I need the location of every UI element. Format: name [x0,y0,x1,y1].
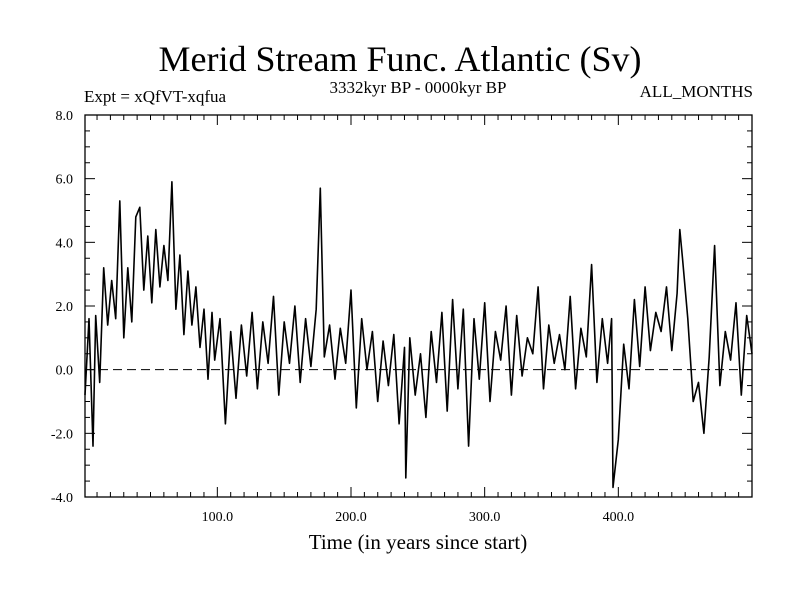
x-tick-label: 100.0 [202,510,234,525]
chart-title: Merid Stream Func. Atlantic (Sv) [158,39,642,79]
y-tick-label: 4.0 [56,236,74,251]
y-tick-label: 6.0 [56,173,74,188]
x-tick-label: 200.0 [335,510,367,525]
x-axis-label: Time (in years since start) [308,530,528,554]
series-line-0 [84,181,753,489]
x-tick-label: 300.0 [469,510,501,525]
time-period-label: 3332kyr BP - 0000kyr BP [329,78,507,97]
y-tick-label: 8.0 [56,109,74,124]
x-tick-label: 400.0 [603,510,635,525]
y-tick-label: 2.0 [56,300,74,315]
y-tick-label: 0.0 [56,364,74,379]
experiment-label: Expt = xQfVT-xqfua [84,87,227,106]
y-tick-label: -4.0 [51,491,73,506]
months-label: ALL_MONTHS [639,82,753,101]
y-tick-label: -2.0 [51,427,73,442]
